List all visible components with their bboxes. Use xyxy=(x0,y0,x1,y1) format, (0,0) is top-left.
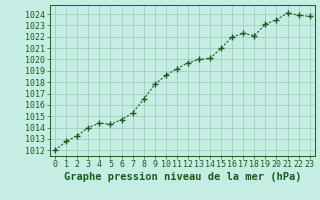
X-axis label: Graphe pression niveau de la mer (hPa): Graphe pression niveau de la mer (hPa) xyxy=(64,172,301,182)
